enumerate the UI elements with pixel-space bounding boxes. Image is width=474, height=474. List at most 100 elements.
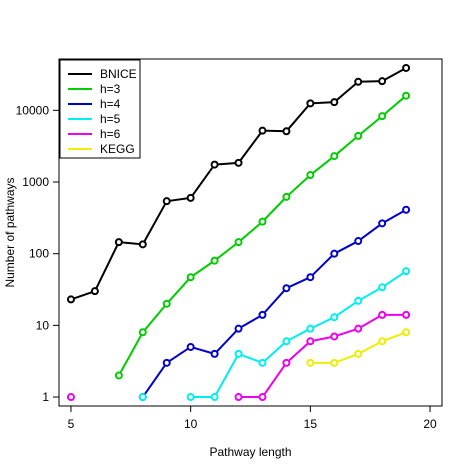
- data-point-h-6: [354, 324, 363, 333]
- x-axis-label: Pathway length: [209, 445, 291, 459]
- data-point-bnice: [282, 127, 291, 136]
- data-point-h-6: [378, 310, 387, 319]
- data-point-bnice: [330, 98, 339, 107]
- x-tick-label: 20: [423, 417, 437, 431]
- data-point-h-4: [402, 205, 411, 214]
- data-point-bnice: [402, 63, 411, 72]
- data-point-h-5: [306, 324, 315, 333]
- legend-label: h=3: [100, 82, 121, 96]
- y-tick-label: 10: [36, 318, 50, 332]
- x-axis: 5 10 15 20: [68, 406, 437, 431]
- legend-item-h-5: h=5: [68, 112, 121, 126]
- data-point-bnice: [306, 99, 315, 108]
- data-point-h-3: [330, 152, 339, 161]
- data-point-h-5: [186, 393, 195, 402]
- x-tick-label: 15: [304, 417, 318, 431]
- legend-label: h=4: [100, 97, 121, 111]
- data-point-h-4: [378, 219, 387, 228]
- legend-label: h=6: [100, 127, 121, 141]
- data-point-h-3: [138, 328, 147, 337]
- data-point-h-4: [330, 249, 339, 258]
- data-point-h-5: [234, 349, 243, 358]
- data-point-h-5: [138, 393, 147, 402]
- data-point-kegg: [378, 337, 387, 346]
- data-point-bnice: [138, 240, 147, 249]
- legend-label: BNICE: [100, 67, 137, 81]
- data-point-h-5: [330, 313, 339, 322]
- legend-item-bnice: BNICE: [68, 67, 137, 81]
- data-point-h-6: [330, 332, 339, 341]
- data-point-h-4: [258, 310, 267, 319]
- data-point-h-6: [402, 310, 411, 319]
- series-line-h-3: [117, 94, 407, 376]
- data-point-h-6: [258, 393, 267, 402]
- x-tick-label: 10: [184, 417, 198, 431]
- y-axis-label: Number of pathways: [3, 177, 17, 287]
- series-line-kegg: [310, 331, 407, 364]
- data-point-bnice: [378, 77, 387, 86]
- y-tick-label: 10000: [16, 103, 50, 117]
- data-point-h-3: [258, 217, 267, 226]
- data-point-h-3: [282, 192, 291, 201]
- legend-item-kegg: KEGG: [68, 142, 135, 156]
- y-tick-label: 1: [42, 390, 49, 404]
- series-h-6: [66, 310, 411, 402]
- data-point-bnice: [354, 77, 363, 86]
- y-axis: 1 10 100 1000 10000: [16, 103, 59, 404]
- data-point-h-3: [234, 238, 243, 247]
- data-point-h-3: [402, 91, 411, 100]
- data-point-bnice: [186, 193, 195, 202]
- data-point-bnice: [90, 287, 99, 296]
- data-point-h-6: [282, 358, 291, 367]
- data-point-h-3: [354, 131, 363, 140]
- data-point-kegg: [306, 358, 315, 367]
- series-line-h-4: [141, 208, 407, 398]
- plot-frame: [58, 58, 443, 407]
- data-point-kegg: [402, 328, 411, 337]
- legend-box: [59, 59, 141, 159]
- series-line-h-6: [238, 313, 407, 399]
- series-h-5: [138, 267, 411, 402]
- data-point-h-4: [234, 324, 243, 333]
- legend-item-h-6: h=6: [68, 127, 121, 141]
- series-layer: [66, 63, 411, 402]
- legend-item-h-4: h=4: [68, 97, 121, 111]
- data-point-h-6: [66, 393, 75, 402]
- data-point-h-3: [186, 273, 195, 282]
- data-point-h-4: [210, 349, 219, 358]
- legend-label: KEGG: [100, 142, 135, 156]
- legend-item-h-3: h=3: [68, 82, 121, 96]
- data-point-h-4: [186, 342, 195, 351]
- data-point-kegg: [330, 358, 339, 367]
- series-h-3: [114, 91, 411, 380]
- data-point-bnice: [162, 197, 171, 206]
- y-tick-label: 1000: [22, 175, 49, 189]
- x-tick-label: 5: [68, 417, 75, 431]
- y-tick-label: 100: [29, 247, 49, 261]
- series-line-h-5: [190, 270, 407, 399]
- series-h-4: [138, 205, 411, 402]
- data-point-bnice: [66, 295, 75, 304]
- data-point-h-4: [162, 358, 171, 367]
- data-point-h-3: [306, 171, 315, 180]
- data-point-h-5: [402, 267, 411, 276]
- data-point-h-4: [306, 273, 315, 282]
- data-point-bnice: [210, 160, 219, 169]
- data-point-h-4: [354, 237, 363, 246]
- data-point-kegg: [354, 349, 363, 358]
- data-point-h-5: [258, 358, 267, 367]
- data-point-h-3: [162, 299, 171, 308]
- data-point-bnice: [258, 126, 267, 135]
- series-bnice: [66, 63, 411, 304]
- data-point-h-6: [306, 337, 315, 346]
- data-point-bnice: [234, 158, 243, 167]
- data-point-h-3: [114, 371, 123, 380]
- data-point-h-5: [378, 283, 387, 292]
- series-kegg: [306, 328, 411, 367]
- legend-label: h=5: [100, 112, 121, 126]
- data-point-h-3: [210, 256, 219, 265]
- data-point-h-3: [378, 112, 387, 121]
- data-point-h-5: [210, 393, 219, 402]
